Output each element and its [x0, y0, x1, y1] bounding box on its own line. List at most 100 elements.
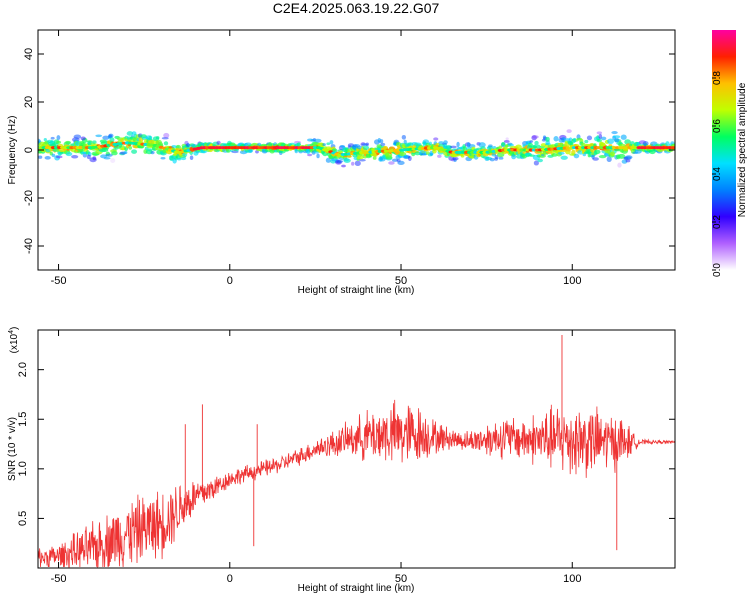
- spectrogram-cell: [43, 138, 47, 142]
- spectrogram-cell: [612, 135, 621, 139]
- spectrogram-cell: [433, 137, 439, 141]
- x-tick-label: -50: [51, 573, 67, 585]
- spectrogram-cell: [511, 153, 517, 160]
- colorbar-tick-label: 0.2: [712, 215, 723, 229]
- spectrogram-cell: [128, 146, 133, 150]
- spectrogram-cell: [537, 158, 543, 163]
- spectrogram-cell: [314, 138, 322, 143]
- spectrogram-cell: [428, 141, 432, 146]
- spectrogram-cell: [401, 135, 407, 140]
- spectrogram-cell: [110, 158, 116, 163]
- x-tick-label: 100: [563, 275, 581, 287]
- spectrogram-cell: [163, 132, 170, 138]
- spectrogram-cell: [255, 150, 259, 154]
- spectrogram-cell: [600, 136, 607, 141]
- spectrogram-cell: [560, 155, 568, 160]
- spectrogram-cell: [670, 146, 675, 150]
- spectrogram-cell: [606, 156, 612, 163]
- spectrogram-cell: [359, 158, 366, 162]
- spectrogram-cell: [596, 138, 602, 143]
- spectrogram-cell: [503, 140, 510, 143]
- spectrogram-cell: [456, 141, 460, 148]
- spectrogram-cell: [337, 160, 344, 163]
- spectrogram-cell: [95, 134, 103, 138]
- spectrogram-cell: [341, 164, 346, 168]
- spectrogram-cell: [102, 135, 110, 140]
- x-tick-label: 0: [227, 573, 233, 585]
- x-tick-label: 100: [563, 573, 581, 585]
- spectrogram-cell: [131, 149, 138, 154]
- spectrogram-cell: [540, 153, 545, 157]
- colorbar-tick-label: 0.6: [712, 119, 723, 133]
- spectrogram-cell: [532, 135, 539, 139]
- spectrogram-cell: [665, 141, 670, 147]
- spectrogram-cell: [551, 153, 558, 157]
- y-tick-label: 20: [23, 96, 35, 108]
- spectrogram-cell: [322, 143, 326, 147]
- spectrogram-cell: [44, 156, 51, 160]
- spectrogram-cell: [148, 135, 152, 142]
- spectrogram-cell: [582, 153, 587, 157]
- spectrogram-cell: [567, 141, 573, 146]
- spectrogram-cell: [171, 144, 177, 149]
- spectrogram-cell: [586, 135, 593, 141]
- y-tick-label: 0: [23, 147, 35, 153]
- spectrogram-xlabel: Height of straight line (km): [298, 285, 415, 296]
- spectrogram-cell: [507, 143, 514, 147]
- spectrogram-cell: [489, 157, 495, 162]
- spectrogram-cell: [642, 141, 649, 147]
- x-tick-label: 50: [395, 573, 407, 585]
- spectrogram-cell: [326, 142, 331, 146]
- spectrogram-cell: [617, 153, 626, 159]
- spectrogram-cell: [316, 153, 320, 159]
- spectrogram-cell: [611, 130, 618, 135]
- colorbar: 0.0 0.2 0.4 0.6 0.8 Normalized spectral ampl…: [712, 30, 748, 277]
- spectrogram-cell: [108, 134, 113, 139]
- spectrogram-cell: [388, 161, 395, 165]
- spectrogram-cell: [437, 154, 442, 158]
- spectrogram-cell: [534, 140, 539, 146]
- spectrogram-cell: [307, 153, 313, 157]
- spectrogram-cell: [372, 156, 377, 160]
- spectrogram-cell: [391, 158, 399, 162]
- spectrogram-cell: [598, 155, 607, 159]
- spectrogram-cell: [407, 155, 412, 161]
- spectrogram-cell: [216, 140, 221, 145]
- spectrogram-cell: [163, 141, 169, 146]
- spectrogram-cell: [71, 155, 79, 159]
- spectrogram-cell: [65, 151, 73, 157]
- spectrogram-cell: [607, 138, 615, 144]
- spectrogram-cell: [498, 156, 504, 160]
- spectrogram-cell: [460, 153, 465, 158]
- snr-ylabel: SNR (10 * v/v): [7, 417, 18, 481]
- snr-xlabel: Height of straight line (km): [298, 583, 415, 594]
- spectrogram-cell: [65, 140, 71, 145]
- spectrogram-cell: [356, 155, 364, 160]
- spectrogram-cell: [54, 155, 61, 161]
- spectrogram-ticks: -50 0 50 100 -40 -20 0 20 40: [23, 30, 675, 287]
- spectrogram-cell: [566, 129, 572, 134]
- snr-ticks: -50 0 50 100 0.5 1.0 1.5 2.0: [17, 330, 675, 585]
- spectrogram-cell: [103, 157, 111, 160]
- x-tick-label: -50: [51, 275, 67, 287]
- spectrogram-cell: [397, 160, 405, 166]
- spectrogram-cell: [150, 151, 155, 155]
- spectrogram-cell: [92, 156, 97, 161]
- spectrogram-cell: [533, 160, 539, 166]
- spectrogram-cell: [531, 135, 537, 141]
- spectrogram-cell: [123, 150, 128, 155]
- y-tick-label: -40: [23, 238, 35, 254]
- spectrogram-cell: [185, 143, 191, 148]
- spectrogram-cell: [152, 136, 160, 142]
- spectrogram-cell: [354, 160, 361, 167]
- colorbar-ticks: 0.0 0.2 0.4 0.6 0.8: [712, 71, 723, 277]
- spectrogram-cell: [73, 134, 82, 139]
- colorbar-label: Normalized spectral amplitude: [737, 82, 748, 217]
- spectrogram-cell: [101, 147, 109, 153]
- spectrogram-panel: -50 0 50 100 -40 -20 0 20 40 Height of straight …: [7, 29, 676, 296]
- spectrogram-cell: [89, 157, 97, 163]
- spectrogram-cell: [154, 147, 160, 151]
- x-tick-label: 50: [395, 275, 407, 287]
- spectrogram-cell: [347, 155, 352, 158]
